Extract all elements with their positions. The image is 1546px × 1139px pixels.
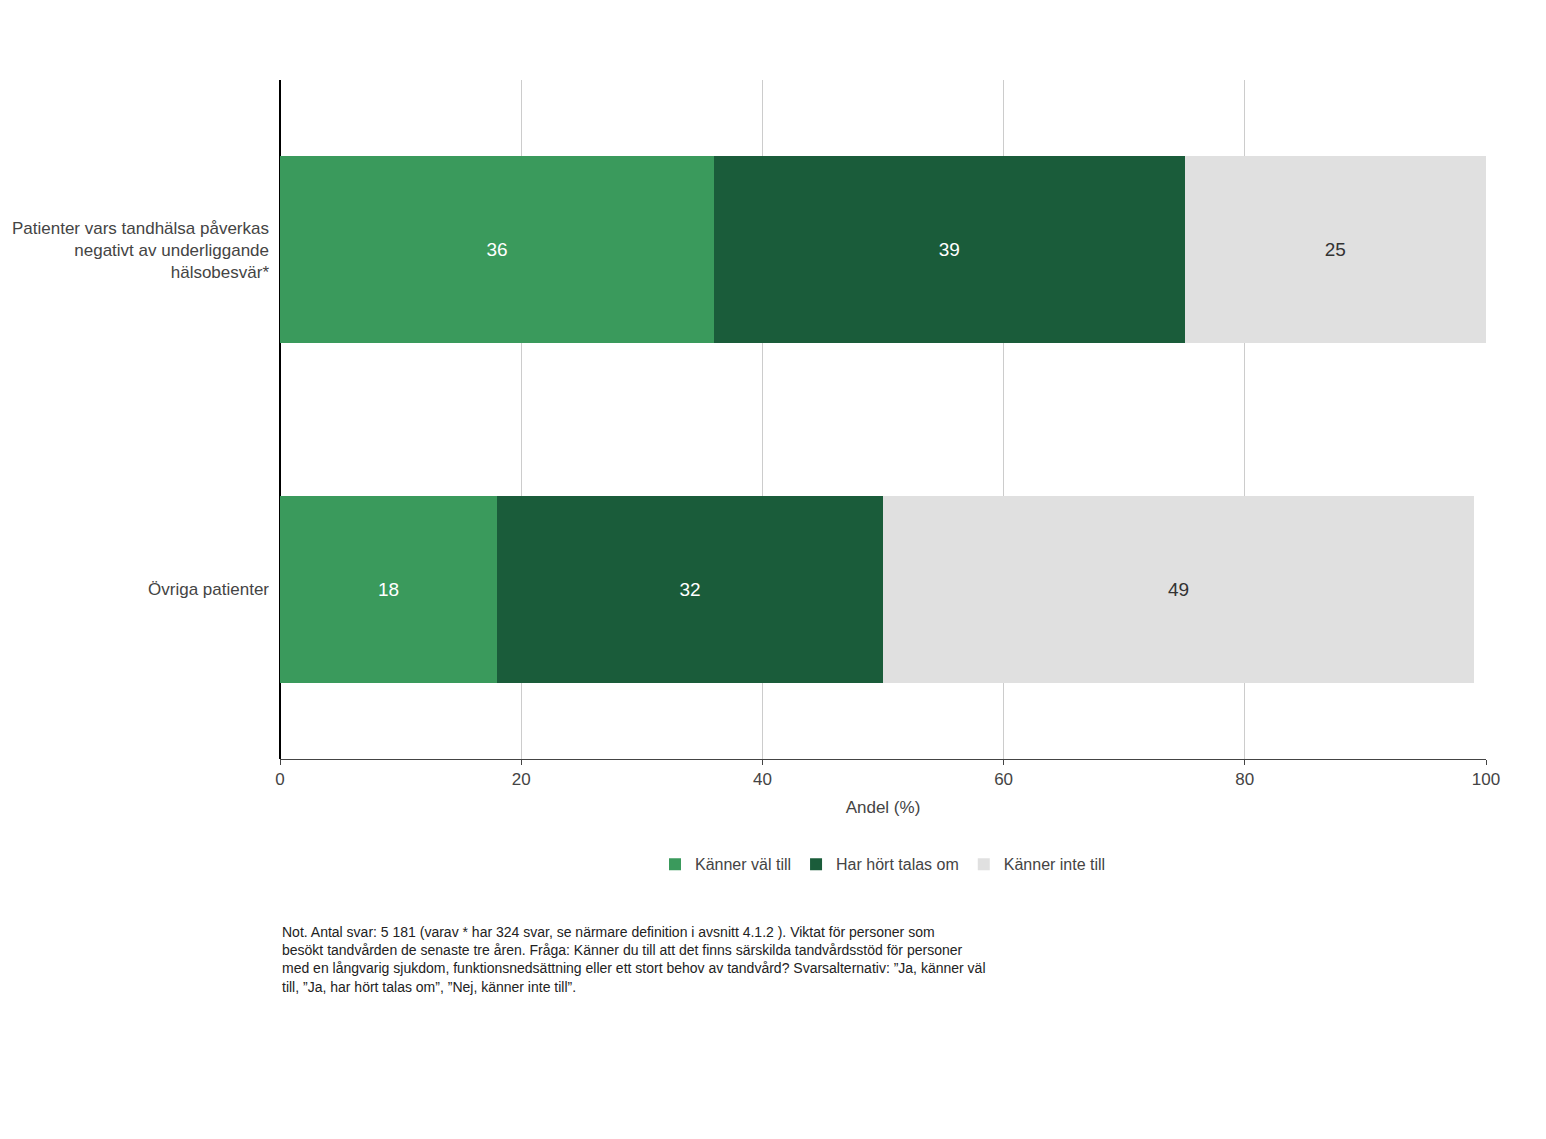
svg-text:60: 60: [994, 770, 1013, 789]
svg-text:Not. Antal svar: 5 181 (varav: Not. Antal svar: 5 181 (varav * har 324 …: [282, 924, 986, 995]
svg-text:Patienter vars tandhälsa påver: Patienter vars tandhälsa påverkasnegativ…: [12, 219, 269, 282]
svg-text:Andel (%): Andel (%): [846, 798, 921, 817]
svg-text:Har hört talas om: Har hört talas om: [836, 856, 959, 873]
svg-text:100: 100: [1472, 770, 1500, 789]
svg-text:32: 32: [679, 579, 700, 600]
svg-text:0: 0: [275, 770, 284, 789]
svg-text:Övriga patienter: Övriga patienter: [148, 580, 269, 599]
svg-text:20: 20: [512, 770, 531, 789]
svg-text:25: 25: [1325, 239, 1346, 260]
svg-text:40: 40: [753, 770, 772, 789]
svg-text:36: 36: [487, 239, 508, 260]
svg-text:49: 49: [1168, 579, 1189, 600]
svg-text:Känner inte till: Känner inte till: [1004, 856, 1105, 873]
svg-text:39: 39: [939, 239, 960, 260]
svg-text:18: 18: [378, 579, 399, 600]
svg-text:Känner väl till: Känner väl till: [695, 856, 791, 873]
svg-text:80: 80: [1235, 770, 1254, 789]
